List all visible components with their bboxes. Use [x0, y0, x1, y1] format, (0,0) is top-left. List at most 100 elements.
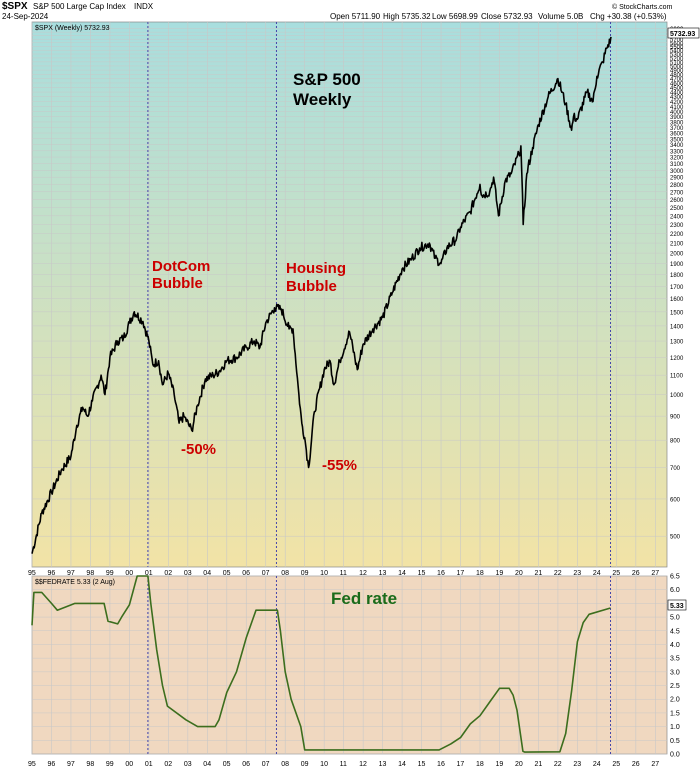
spx-x-tick-21: 21 [534, 570, 542, 577]
fedrate-y-tick-0.5: 0.5 [670, 738, 680, 745]
fedrate-x-tick-26: 26 [632, 761, 640, 768]
fedrate-x-tick-23: 23 [573, 761, 581, 768]
spx-y-tick-3900: 3900 [670, 115, 684, 121]
fedrate-last-value-box [667, 599, 687, 611]
spx-y-tick-2300: 2300 [670, 223, 684, 229]
spx-y-tick-5700: 5700 [670, 38, 684, 44]
spx-y-tick-2100: 2100 [670, 242, 684, 248]
spx-y-tick-1300: 1300 [670, 340, 684, 346]
housing-label-line2: Bubble [286, 278, 337, 295]
fedrate-x-tick-06: 06 [242, 761, 250, 768]
spx-x-tick-95: 95 [28, 570, 36, 577]
spx-legend: $SPX (Weekly) 5732.93 [35, 25, 110, 32]
spx-x-tick-20: 20 [515, 570, 523, 577]
spx-y-tick-5600: 5600 [670, 41, 684, 47]
spx-event-markers [147, 22, 612, 567]
spx-y-tick-2700: 2700 [670, 190, 684, 196]
fedrate-y-tick-3.5: 3.5 [670, 656, 680, 663]
spx-x-tick-08: 08 [281, 570, 289, 577]
spx-y-tick-3400: 3400 [670, 143, 684, 149]
fedrate-x-tick-09: 09 [301, 761, 309, 768]
spx-x-tick-00: 00 [125, 570, 133, 577]
fedrate-y-tick-1.5: 1.5 [670, 710, 680, 717]
spx-x-tick-10: 10 [320, 570, 328, 577]
fedrate-x-tick-98: 98 [86, 761, 94, 768]
fedrate-y-tick-2: 2.0 [670, 697, 680, 704]
spx-x-tick-14: 14 [398, 570, 406, 577]
spx-y-tick-3600: 3600 [670, 132, 684, 138]
spx-x-tick-07: 07 [262, 570, 270, 577]
spx-x-tick-17: 17 [457, 570, 465, 577]
fedrate-y-tick-3: 3.0 [670, 669, 680, 676]
spx-y-tick-1000: 1000 [670, 393, 684, 399]
spx-x-tick-02: 02 [164, 570, 172, 577]
change-value: Chg +30.38 (+0.53%) [590, 12, 667, 21]
spx-y-tick-4000: 4000 [670, 110, 684, 116]
spx-x-tick-13: 13 [379, 570, 387, 577]
spx-y-axis-labels: 500 600 700 800 900 1000 1100 1200 1300 1400 1500 1… [670, 27, 684, 541]
spx-x-tick-27: 27 [651, 570, 659, 577]
fedrate-x-tick-16: 16 [437, 761, 445, 768]
low-value: Low 5698.99 [432, 12, 478, 21]
chart-title-line2: Weekly [293, 90, 352, 109]
spx-y-tick-1600: 1600 [670, 297, 684, 303]
spx-x-tick-24: 24 [593, 570, 601, 577]
spx-x-tick-15: 15 [418, 570, 426, 577]
fedrate-x-tick-97: 97 [67, 761, 75, 768]
fedrate-x-tick-19: 19 [495, 761, 503, 768]
spx-y-tick-5100: 5100 [670, 60, 684, 66]
spx-y-tick-4600: 4600 [670, 81, 684, 87]
fedrate-y-tick-4.5: 4.5 [670, 628, 680, 635]
spx-vertical-grid [31, 22, 656, 567]
spx-y-tick-4500: 4500 [670, 86, 684, 92]
spx-y-tick-1200: 1200 [670, 356, 684, 362]
spx-y-tick-4300: 4300 [670, 95, 684, 101]
spx-y-tick-2600: 2600 [670, 198, 684, 204]
spx-y-tick-1100: 1100 [670, 374, 684, 380]
spx-horizontal-grid [32, 28, 667, 537]
fedrate-annotation: Fed rate [331, 589, 397, 608]
fedrate-x-tick-01: 01 [145, 761, 153, 768]
spx-y-tick-800: 800 [670, 439, 681, 445]
spx-y-tick-2200: 2200 [670, 232, 684, 238]
spx-y-tick-4700: 4700 [670, 77, 684, 83]
fedrate-x-tick-03: 03 [184, 761, 192, 768]
spx-y-tick-4800: 4800 [670, 73, 684, 79]
spx-x-tick-98: 98 [86, 570, 94, 577]
exchange-label: INDX [134, 2, 154, 11]
spx-y-tick-3500: 3500 [670, 137, 684, 143]
fedrate-x-tick-27: 27 [651, 761, 659, 768]
spx-x-tick-11: 11 [340, 570, 347, 577]
spx-x-tick-18: 18 [476, 570, 484, 577]
fedrate-event-markers [147, 576, 612, 754]
spx-y-tick-1900: 1900 [670, 262, 684, 268]
spx-x-tick-06: 06 [242, 570, 250, 577]
spx-y-tick-3200: 3200 [670, 156, 684, 162]
fedrate-y-tick-1: 1.0 [670, 724, 680, 731]
fedrate-x-tick-25: 25 [612, 761, 620, 768]
spx-y-tick-3000: 3000 [670, 169, 684, 175]
fedrate-x-tick-10: 10 [320, 761, 328, 768]
spx-x-tick-01: 01 [145, 570, 153, 577]
spx-y-tick-5300: 5300 [670, 53, 684, 59]
fedrate-vertical-grid [31, 576, 656, 754]
spx-y-tick-900: 900 [670, 415, 681, 421]
source-label: © StockCharts.com [612, 3, 673, 11]
fedrate-last-value-tag: 5.33 [667, 599, 687, 611]
index-name: S&P 500 Large Cap Index [33, 2, 126, 11]
spx-last-value-tag: 5732.93 [667, 27, 700, 39]
housing-drop-label: -55% [322, 457, 357, 474]
spx-y-tick-5200: 5200 [670, 56, 684, 62]
spx-y-tick-600: 600 [670, 497, 681, 503]
fedrate-line [31, 575, 611, 753]
spx-price-line [31, 36, 612, 554]
fedrate-x-tick-15: 15 [418, 761, 426, 768]
spx-x-tick-05: 05 [223, 570, 231, 577]
fedrate-last-value: 5.33 [670, 603, 684, 610]
fedrate-x-tick-13: 13 [379, 761, 387, 768]
spx-x-tick-26: 26 [632, 570, 640, 577]
open-value: Open 5711.90 [330, 12, 381, 21]
chart-header: $SPX S&P 500 Large Cap Index INDX 24-Sep… [2, 1, 673, 21]
close-value: Close 5732.93 [481, 12, 533, 21]
